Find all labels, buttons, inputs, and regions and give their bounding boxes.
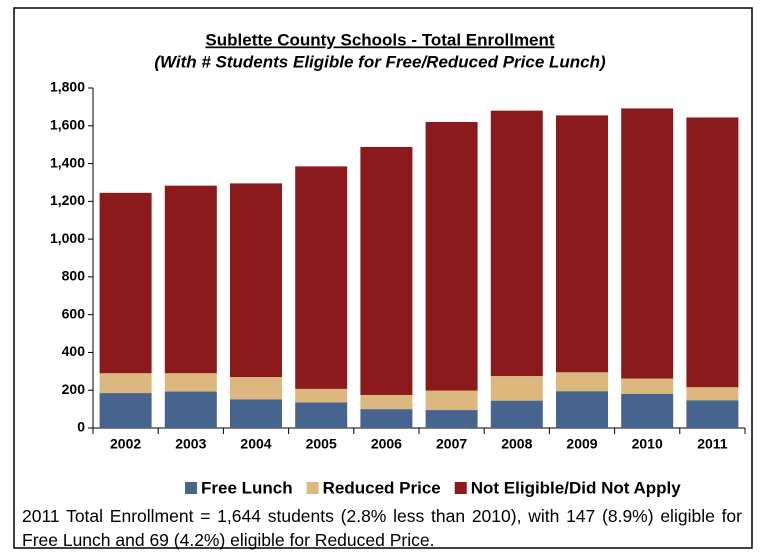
y-tick-label: 800 — [62, 268, 86, 284]
bar-segment — [99, 373, 152, 394]
y-tick-label: 400 — [62, 343, 86, 359]
x-tick-label: 2005 — [306, 436, 337, 452]
bar-segment — [686, 117, 739, 388]
bar-segment — [556, 391, 608, 428]
x-tick-label: 2007 — [436, 436, 467, 452]
x-tick-label: 2003 — [175, 436, 206, 452]
y-tick-label: 600 — [62, 305, 86, 321]
bar-segment — [230, 183, 282, 377]
x-tick-label: 2009 — [566, 436, 597, 452]
bar-segment — [230, 399, 282, 428]
y-tick-label: 0 — [77, 419, 85, 435]
bar-segment — [621, 378, 674, 394]
bar-segment — [686, 400, 739, 428]
bar-segment — [425, 410, 478, 428]
bar-segment — [295, 166, 348, 389]
bar-segment — [360, 146, 413, 395]
bar-segment — [490, 400, 543, 428]
x-tick-label: 2010 — [632, 436, 663, 452]
bar-segment — [425, 390, 478, 411]
legend-swatch — [185, 482, 197, 494]
chart-border — [13, 7, 753, 549]
bar-segment — [556, 372, 608, 392]
bar-segment — [164, 185, 217, 374]
bar-segment — [621, 394, 674, 428]
bar-segment — [556, 115, 608, 373]
bar-segment — [686, 387, 739, 401]
chart-subtitle: (With # Students Eligible for Free/Reduc… — [154, 52, 606, 71]
bar-segment — [164, 373, 217, 392]
chart-title: Sublette County Schools - Total Enrollme… — [205, 30, 554, 49]
y-tick-label: 1,600 — [50, 116, 85, 132]
legend-label: Not Eligible/Did Not Apply — [471, 478, 682, 497]
y-tick-label: 200 — [62, 381, 86, 397]
y-tick-label: 1,000 — [50, 230, 85, 246]
bar-segment — [490, 376, 543, 401]
legend-label: Free Lunch — [201, 478, 293, 497]
bar-segment — [164, 391, 217, 428]
bar-segment — [99, 192, 152, 374]
bar-segment — [295, 388, 348, 403]
bar-segment — [99, 393, 152, 428]
bar-segment — [490, 110, 543, 377]
x-tick-label: 2002 — [110, 436, 141, 452]
x-tick-label: 2008 — [501, 436, 532, 452]
bar-segment — [230, 377, 282, 400]
bar-segment — [360, 409, 413, 428]
bar-segment — [360, 394, 413, 410]
x-tick-label: 2004 — [240, 436, 271, 452]
footer-note: 2011 Total Enrollment = 1,644 students (… — [22, 506, 742, 550]
legend-swatch — [306, 482, 319, 494]
bar-segment — [425, 122, 478, 391]
legend-label: Reduced Price — [323, 478, 441, 497]
x-tick-label: 2011 — [697, 436, 728, 452]
y-tick-label: 1,400 — [50, 154, 85, 170]
bar-segment — [621, 108, 674, 379]
y-tick-label: 1,800 — [50, 79, 85, 95]
y-tick-label: 1,200 — [50, 192, 85, 208]
bar-segment — [295, 402, 348, 428]
legend-swatch — [454, 482, 467, 494]
x-tick-label: 2006 — [371, 436, 402, 452]
